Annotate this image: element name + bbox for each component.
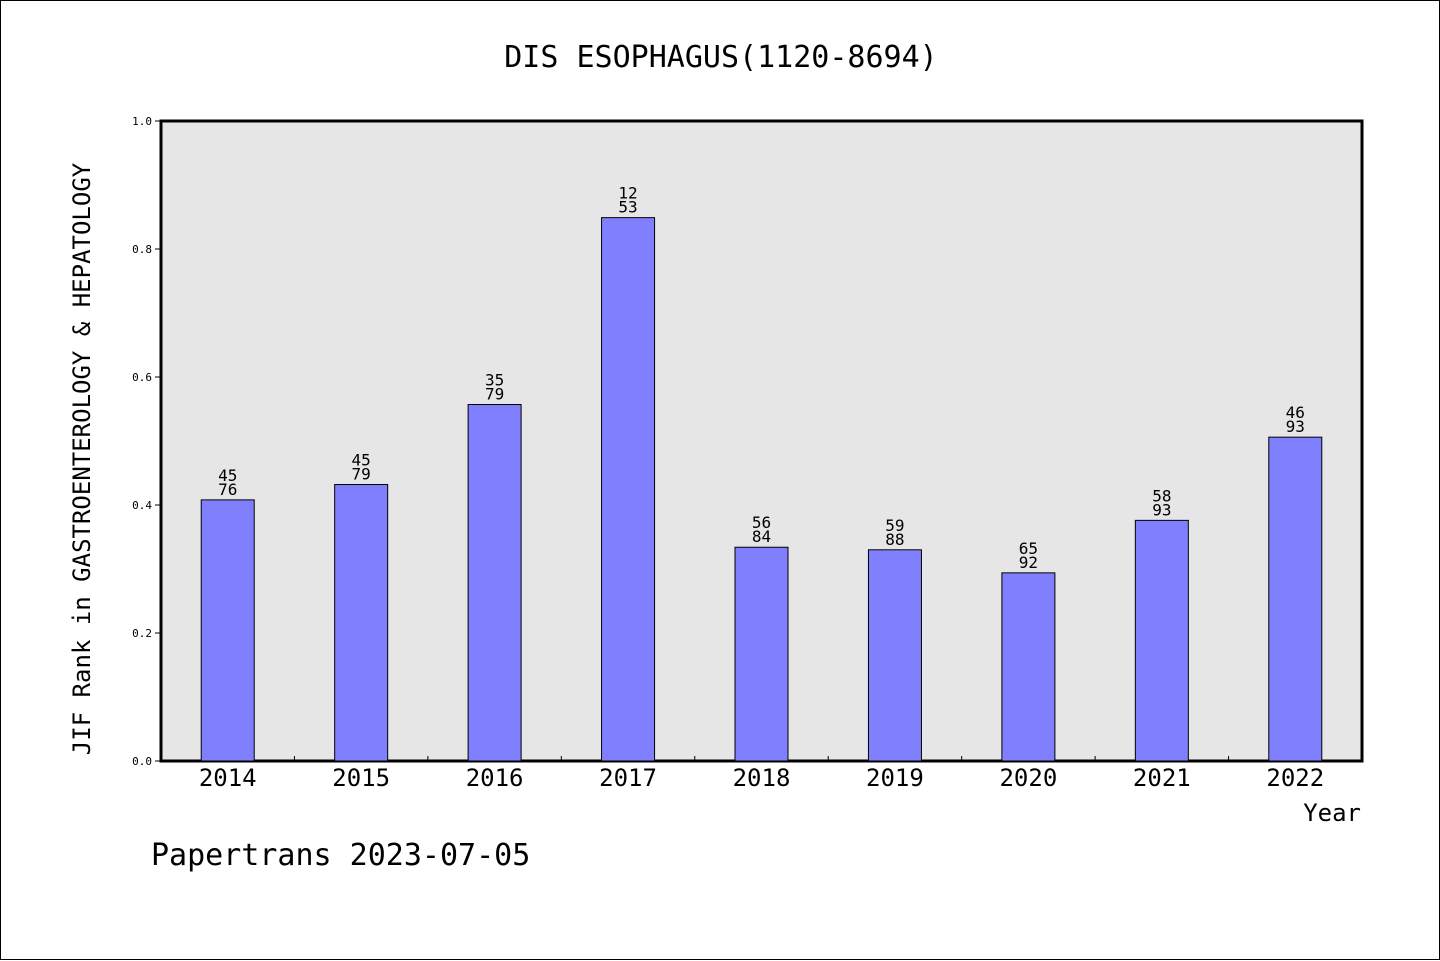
bar-2018 — [734, 546, 789, 762]
y-tick-label: 0.8 — [132, 243, 152, 256]
bar-label-total: 92 — [1019, 553, 1038, 572]
bar-2021 — [1134, 519, 1189, 762]
bar-label-rank: 35 — [485, 371, 504, 390]
bar-label-rank: 59 — [885, 516, 904, 535]
bar-2020 — [1001, 572, 1056, 762]
bar-label-total: 93 — [1286, 417, 1305, 436]
bar-label-rank: 46 — [1286, 403, 1305, 422]
bar-label-rank: 45 — [218, 466, 237, 485]
bar-label-total: 88 — [885, 530, 904, 549]
bars — [200, 217, 1323, 762]
x-category-label: 2019 — [866, 764, 924, 792]
bar-2017 — [601, 217, 656, 762]
footer-credit: Papertrans 2023-07-05 — [151, 838, 530, 873]
bar-2015 — [334, 484, 389, 762]
chart-title: DIS ESOPHAGUS(1120-8694) — [504, 40, 937, 75]
x-axis-label: Year — [1303, 799, 1361, 827]
bar-2016 — [467, 404, 522, 762]
y-tick-label: 0.6 — [132, 371, 152, 384]
x-category-label: 2020 — [999, 764, 1057, 792]
bar-label-total: 79 — [352, 465, 371, 484]
x-category-label: 2021 — [1133, 764, 1191, 792]
bar-label-rank: 58 — [1152, 486, 1171, 505]
y-axis-ticks: 0.0 0.2 0.4 0.6 0.8 1.0 — [132, 115, 161, 768]
bar-label-rank: 65 — [1019, 539, 1038, 558]
y-axis-label: JIF Rank in GASTROENTEROLOGY & HEPATOLOG… — [68, 162, 96, 755]
x-category-label: 2015 — [332, 764, 390, 792]
x-axis-categories: 2014 2015 2016 2017 2018 2019 2020 2021 2022 — [199, 756, 1324, 792]
bar-label-total: 53 — [618, 198, 637, 217]
x-category-label: 2022 — [1266, 764, 1324, 792]
bar-label-total: 84 — [752, 527, 771, 546]
bar-label-total: 93 — [1152, 500, 1171, 519]
bar-label-total: 76 — [218, 480, 237, 499]
bar-2014 — [200, 499, 255, 762]
y-tick-label: 1.0 — [132, 115, 152, 128]
bar-2019 — [867, 549, 922, 762]
y-tick-label: 0.4 — [132, 499, 152, 512]
bar-label-rank: 45 — [352, 451, 371, 470]
y-tick-label: 0.2 — [132, 627, 152, 640]
bar-label-total: 79 — [485, 385, 504, 404]
bar-label-rank: 56 — [752, 513, 771, 532]
x-category-label: 2018 — [733, 764, 791, 792]
x-category-label: 2016 — [466, 764, 524, 792]
bar-label-rank: 12 — [618, 184, 637, 203]
x-category-label: 2014 — [199, 764, 257, 792]
x-category-label: 2017 — [599, 764, 657, 792]
y-tick-label: 0.0 — [132, 755, 152, 768]
bar-2022 — [1268, 436, 1323, 762]
